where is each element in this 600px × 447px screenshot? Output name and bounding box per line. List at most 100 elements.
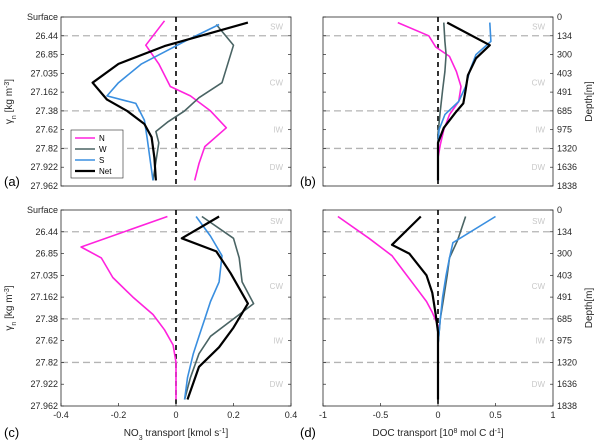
x-tick-label: 0.2 [227,410,240,420]
y-tick-label: Surface [27,205,58,215]
y-tick-label: 27.62 [35,125,58,135]
y-tick-label: 27.162 [30,292,58,302]
depth-tick-label: 0 [557,205,562,215]
x-tick-label: 0 [173,410,178,420]
x-axis-label: NO3 transport [kmol s-1] [124,428,229,442]
y-tick-label: 27.922 [30,162,58,172]
series-line-n [397,21,462,181]
depth-tick-label: 1838 [557,401,577,411]
water-mass-label: CW [270,79,284,88]
legend-label: N [99,134,105,143]
y-tick-label: 27.922 [30,379,58,389]
x-tick-label: 0 [435,410,440,420]
y-tick-label: 27.62 [35,336,58,346]
depth-tick-label: 975 [557,125,572,135]
panel-1: SW CW IW DW 0 134 300 403 491 685 975 1320 1636 1838 D… [300,12,595,191]
water-mass-label: CW [532,282,546,291]
panel-0: SW CW IW DW Surface 26.44 26.85 27.035 27.162 27.… [4,12,292,191]
y-tick-label: 27.82 [35,143,58,153]
x-tick-label: -0.5 [373,410,389,420]
depth-tick-label: 300 [557,249,572,259]
panel-3: SW CW IW DW 0 134 300 403 491 685 975 1320 1636 1838 D… [300,205,595,440]
depth-tick-label: 975 [557,336,572,346]
depth-tick-label: 491 [557,292,572,302]
series-line-w [437,22,447,181]
x-tick-label: -0.2 [111,410,127,420]
depth-tick-label: 134 [557,31,572,41]
x-axis-label: DOC transport [108 mol C d-1] [372,428,504,440]
water-mass-label: SW [532,22,545,31]
series-line-n [145,20,228,181]
depth-tick-label: 300 [557,50,572,60]
panel-label: (a) [4,174,20,189]
depth-tick-label: 403 [557,270,572,280]
y-tick-label: 27.035 [30,68,58,78]
water-mass-label: IW [535,126,545,135]
series-line-s [437,22,492,181]
water-mass-label: IW [273,126,283,135]
series-line-net [91,21,249,181]
water-mass-label: SW [270,22,283,31]
y-tick-label: 27.82 [35,357,58,367]
x-tick-label: 0.5 [489,410,502,420]
depth-tick-label: 1320 [557,357,577,367]
water-mass-label: SW [270,217,283,226]
water-mass-label: DW [270,380,284,389]
water-mass-label: SW [532,217,545,226]
y-tick-label: Surface [27,12,58,22]
depth-axis-label: Depth[m] [584,287,595,328]
depth-tick-label: 1636 [557,162,577,172]
depth-tick-label: 1320 [557,143,577,153]
depth-tick-label: 491 [557,87,572,97]
water-mass-label: DW [270,163,284,172]
series-line-n [80,215,177,400]
depth-axis-label: Depth[m] [584,81,595,122]
y-axis-label: γn [kg m-3] [4,79,18,124]
y-tick-label: 26.85 [35,249,58,259]
panel-2: SW CW IW DW Surface 26.44 26.85 27.035 27.162 27.… [4,205,298,442]
panel-label: (c) [4,425,19,440]
legend-label: W [99,145,107,154]
water-mass-label: DW [532,163,546,172]
depth-tick-label: 1838 [557,181,577,191]
series-line-net [390,215,440,400]
y-tick-label: 27.162 [30,87,58,97]
x-tick-label: 0.4 [285,410,298,420]
water-mass-label: IW [535,337,545,346]
legend-label: Net [99,167,112,176]
legend: NWS Net [70,129,124,179]
y-tick-label: 27.962 [30,181,58,191]
y-tick-label: 27.962 [30,401,58,411]
depth-tick-label: 1636 [557,379,577,389]
water-mass-label: CW [532,79,546,88]
series-line-w [152,23,235,181]
depth-tick-label: 134 [557,227,572,237]
series-line-s [437,215,496,400]
series-line-s [183,216,223,400]
depth-tick-label: 403 [557,68,572,78]
x-tick-label: -0.4 [53,410,69,420]
y-tick-label: 27.38 [35,314,58,324]
water-mass-label: CW [270,282,284,291]
y-tick-label: 26.44 [35,31,58,41]
y-tick-label: 27.38 [35,106,58,116]
series-line-net [436,21,491,181]
panel-label: (d) [300,425,316,440]
series-line-net [180,215,249,400]
legend-label: S [99,156,104,165]
series-line-s [106,23,220,181]
x-tick-label: -1 [319,410,327,420]
y-tick-label: 27.035 [30,270,58,280]
y-axis-label: γn [kg m-3] [4,285,18,330]
x-tick-label: 1 [550,410,555,420]
y-tick-label: 26.44 [35,227,58,237]
panel-label: (b) [300,174,316,189]
series-line-n [337,215,439,400]
y-tick-label: 26.85 [35,50,58,60]
depth-tick-label: 0 [557,12,562,22]
water-mass-label: DW [532,380,546,389]
depth-tick-label: 685 [557,106,572,116]
depth-tick-label: 685 [557,314,572,324]
water-mass-label: IW [273,337,283,346]
